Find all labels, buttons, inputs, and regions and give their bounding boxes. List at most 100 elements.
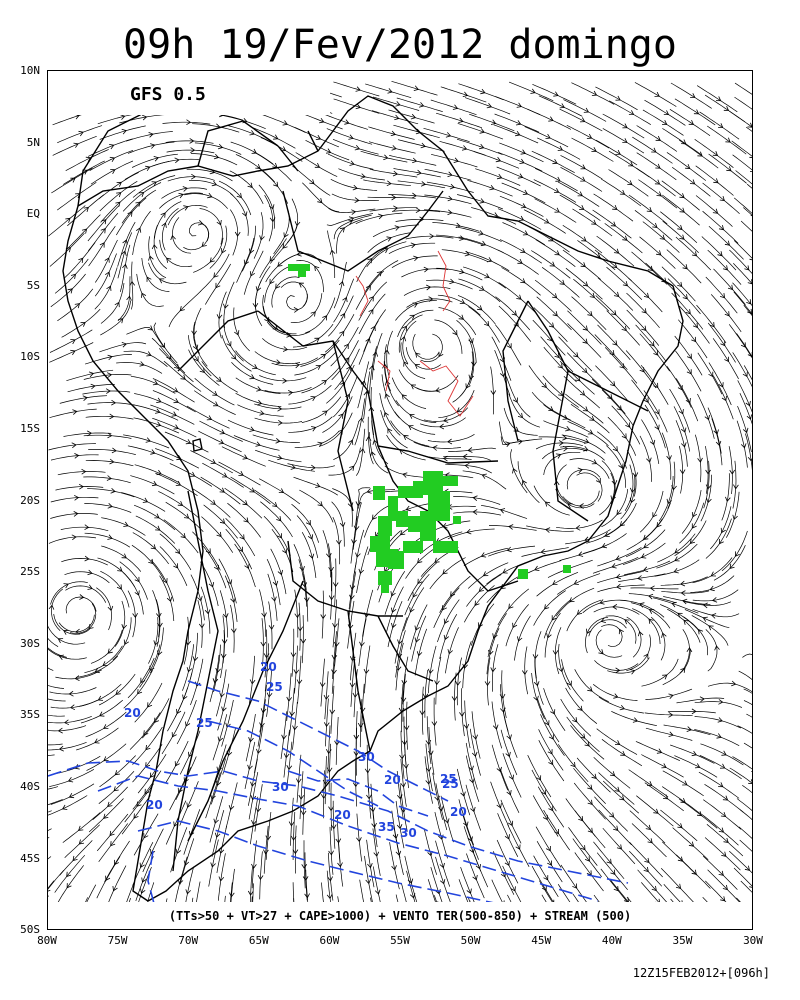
- streamline: [746, 183, 752, 189]
- streamline-arrow: [718, 224, 725, 231]
- streamline-arrow: [78, 839, 85, 845]
- streamline: [372, 828, 381, 876]
- streamline-arrow: [107, 534, 113, 540]
- streamline-arrow: [697, 457, 703, 463]
- streamline-arrow: [154, 513, 160, 519]
- streamline-arrow: [573, 579, 579, 585]
- streamline: [254, 784, 263, 832]
- streamline: [183, 616, 189, 665]
- streamline-arrow: [677, 385, 683, 391]
- streamline-arrow: [87, 430, 93, 437]
- streamline-arrow: [719, 293, 726, 299]
- streamline-arrow: [666, 455, 672, 461]
- contour-label: 25: [266, 680, 283, 694]
- streamline: [732, 460, 737, 509]
- longitude-label: 40W: [601, 934, 622, 947]
- streamline-arrow: [148, 558, 154, 565]
- streamline-arrow: [717, 717, 723, 723]
- streamline: [607, 416, 637, 456]
- streamline-arrow: [580, 164, 586, 170]
- streamline-arrow: [282, 548, 288, 554]
- streamline: [355, 270, 385, 310]
- streamline-arrow: [654, 409, 660, 415]
- latitude-label: 25S: [20, 565, 40, 579]
- streamline: [740, 809, 752, 820]
- streamline: [401, 684, 404, 733]
- streamline-arrow: [565, 426, 571, 432]
- streamline: [358, 320, 379, 365]
- streamline-arrow: [328, 850, 334, 856]
- streamline: [432, 772, 443, 820]
- streamline: [151, 337, 186, 374]
- streamline-arrow: [355, 103, 361, 110]
- streamline-arrow: [520, 203, 527, 209]
- streamline-arrow: [67, 288, 73, 294]
- streamline: [262, 294, 285, 334]
- latitude-label: 10N: [20, 64, 40, 77]
- streamline-arrow: [616, 844, 623, 850]
- streamline: [396, 97, 443, 113]
- streamline: [670, 744, 715, 764]
- streamline: [644, 99, 686, 126]
- streamline: [152, 590, 160, 638]
- streamline-arrow: [646, 206, 653, 212]
- latitude-label: 40S: [20, 780, 40, 793]
- streamline-arrow: [392, 170, 399, 177]
- streamline-arrow: [277, 419, 283, 426]
- streamline: [535, 442, 583, 450]
- streamline-arrow: [746, 414, 752, 420]
- streamline: [98, 673, 136, 706]
- streamline-arrow: [559, 103, 565, 109]
- streamline: [101, 517, 146, 536]
- streamline: [710, 294, 742, 333]
- streamline: [620, 474, 636, 520]
- streamline: [500, 729, 518, 776]
- streamline-arrow: [249, 487, 255, 493]
- streamline: [122, 182, 162, 212]
- streamline: [363, 179, 411, 187]
- streamline-arrow: [649, 585, 655, 592]
- streamline-arrow: [134, 576, 140, 583]
- streamline: [400, 730, 405, 779]
- streamline: [179, 730, 201, 775]
- streamline: [567, 420, 609, 447]
- streamline: [672, 827, 709, 861]
- streamline: [675, 378, 699, 422]
- streamline: [233, 307, 250, 352]
- streamline: [538, 740, 565, 782]
- streamline-arrow: [447, 171, 453, 178]
- streamline: [705, 629, 718, 672]
- streamline-arrow: [668, 711, 674, 718]
- streamline: [184, 193, 228, 209]
- streamline: [56, 865, 84, 906]
- streamline-arrow: [209, 257, 215, 263]
- streamline-arrow: [630, 669, 636, 675]
- streamline: [565, 393, 604, 424]
- streamline: [669, 109, 711, 136]
- streamline: [50, 581, 88, 605]
- streamline-arrow: [74, 303, 81, 309]
- streamline-arrow: [425, 779, 432, 785]
- streamline-arrow: [475, 864, 481, 870]
- streamline-arrow: [747, 457, 752, 462]
- streamline-arrow: [339, 330, 345, 337]
- streamline-arrow: [172, 387, 179, 393]
- streamline-arrow: [177, 879, 184, 885]
- streamline: [667, 711, 716, 714]
- red-contour: [377, 360, 391, 392]
- streamline-arrow: [432, 445, 438, 451]
- streamline-arrow: [711, 597, 718, 603]
- streamline: [566, 599, 602, 632]
- streamline-arrow: [463, 723, 470, 730]
- streamline-arrow: [180, 374, 186, 380]
- streamline: [266, 669, 273, 717]
- streamline: [531, 769, 557, 812]
- streamline: [423, 127, 470, 143]
- streamline: [271, 276, 300, 308]
- streamline: [437, 599, 460, 643]
- streamline: [660, 576, 708, 586]
- streamline-arrow: [464, 462, 470, 469]
- streamline: [585, 616, 609, 654]
- streamline-arrow: [180, 533, 186, 539]
- streamline-arrow: [251, 863, 257, 869]
